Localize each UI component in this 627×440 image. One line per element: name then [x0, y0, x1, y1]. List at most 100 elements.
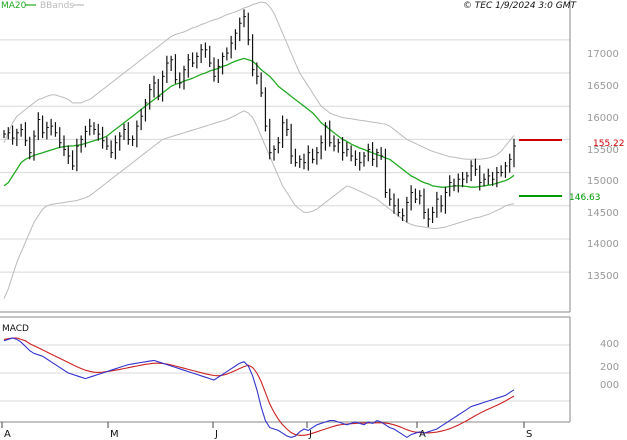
price-bar	[200, 44, 204, 64]
price-bar	[144, 98, 148, 122]
price-bar	[509, 153, 512, 173]
price-bar	[131, 135, 135, 147]
price-bar	[341, 137, 345, 161]
price-bar	[54, 122, 58, 137]
macd-tick-400: 400	[600, 339, 619, 350]
price-bar	[269, 118, 272, 160]
price-bar	[479, 165, 482, 191]
price-bar	[316, 147, 319, 165]
price-bar	[153, 75, 156, 98]
price-bar	[286, 118, 289, 137]
price-bar	[63, 135, 66, 156]
price-bar	[136, 120, 139, 148]
price-bar	[127, 122, 131, 145]
price-bar	[37, 112, 41, 141]
price-bar	[71, 150, 75, 170]
ma-value-label: 146.63	[569, 193, 601, 203]
price-bar	[299, 155, 302, 168]
bb-lower-line	[3, 110, 515, 299]
price-bar	[89, 118, 92, 136]
price-tick-14500: 14500	[587, 208, 619, 219]
price-tick-13500: 13500	[587, 271, 619, 282]
price-bar	[281, 115, 285, 149]
price-bar	[324, 122, 328, 151]
price-bar	[427, 208, 431, 228]
price-bar	[423, 188, 426, 220]
macd-grid	[0, 344, 570, 402]
price-tick-14000: 14000	[587, 239, 619, 250]
price-bar	[337, 138, 341, 153]
price-bar	[273, 145, 276, 161]
price-bar	[329, 120, 332, 147]
price-bar	[320, 135, 324, 160]
price-bar	[414, 188, 418, 204]
price-bar	[461, 171, 465, 188]
price-bar	[157, 78, 161, 101]
price-bar	[67, 145, 71, 164]
price-bar	[457, 173, 461, 193]
price-bar	[140, 108, 144, 131]
price-bar	[406, 196, 409, 223]
price-bar	[101, 126, 105, 149]
price-bar	[123, 123, 126, 141]
price-bar	[376, 148, 379, 168]
price-bar	[204, 42, 208, 58]
price-tick-15000: 15000	[587, 176, 619, 187]
price-bar	[50, 118, 54, 136]
price-bar	[166, 55, 169, 83]
macd-tick-000: 000	[600, 380, 619, 391]
bollinger-bands	[3, 1, 515, 299]
price-bar	[226, 47, 229, 61]
copyright-text: © TEC 1/9/2024 3:0 GMT	[463, 1, 578, 11]
price-bar	[264, 87, 268, 132]
price-bar	[466, 171, 469, 184]
price-bar	[191, 52, 195, 68]
price-bar	[196, 52, 199, 69]
price-bar	[97, 123, 101, 141]
price-bar	[307, 145, 311, 171]
macd-line	[3, 337, 515, 439]
price-bar	[513, 138, 516, 168]
price-bar	[11, 125, 15, 145]
price-bar	[371, 142, 375, 166]
price-bar	[41, 115, 45, 139]
price-bar	[504, 161, 508, 178]
price-bar	[277, 137, 281, 154]
price-bar	[483, 173, 486, 187]
price-bar	[217, 59, 221, 83]
macd-lines	[3, 337, 515, 439]
month-label-j1: J	[214, 429, 218, 440]
price-bar	[359, 152, 362, 171]
price-bar	[20, 123, 24, 137]
price-bar	[290, 123, 294, 164]
price-bar	[491, 171, 495, 186]
price-bar	[397, 198, 401, 217]
price-bar	[311, 148, 315, 164]
price-bar	[256, 62, 259, 85]
price-tick-15500: 15500	[587, 145, 619, 156]
price-bar	[161, 70, 165, 102]
price-bar	[350, 145, 354, 162]
price-bar	[303, 153, 306, 170]
price-bar	[59, 127, 62, 149]
macd-label: MACD	[2, 324, 29, 334]
price-bar	[7, 127, 11, 140]
price-bar	[106, 136, 109, 151]
price-bar	[170, 55, 174, 72]
price-bar	[33, 130, 36, 161]
price-tick-16500: 16500	[587, 81, 619, 92]
price-bar	[384, 148, 388, 198]
price-bar	[474, 158, 478, 176]
price-bar	[346, 142, 349, 157]
price-bar	[251, 34, 255, 77]
price-bar	[444, 186, 448, 214]
price-bar	[221, 52, 225, 75]
price-bar	[149, 83, 152, 110]
price-bar	[80, 135, 84, 153]
price-bars	[3, 9, 516, 228]
price-bar	[209, 45, 212, 68]
price-bar	[183, 65, 186, 90]
price-bar	[93, 122, 96, 135]
last-price-label: 155.22	[593, 139, 625, 149]
price-bar	[419, 190, 422, 205]
